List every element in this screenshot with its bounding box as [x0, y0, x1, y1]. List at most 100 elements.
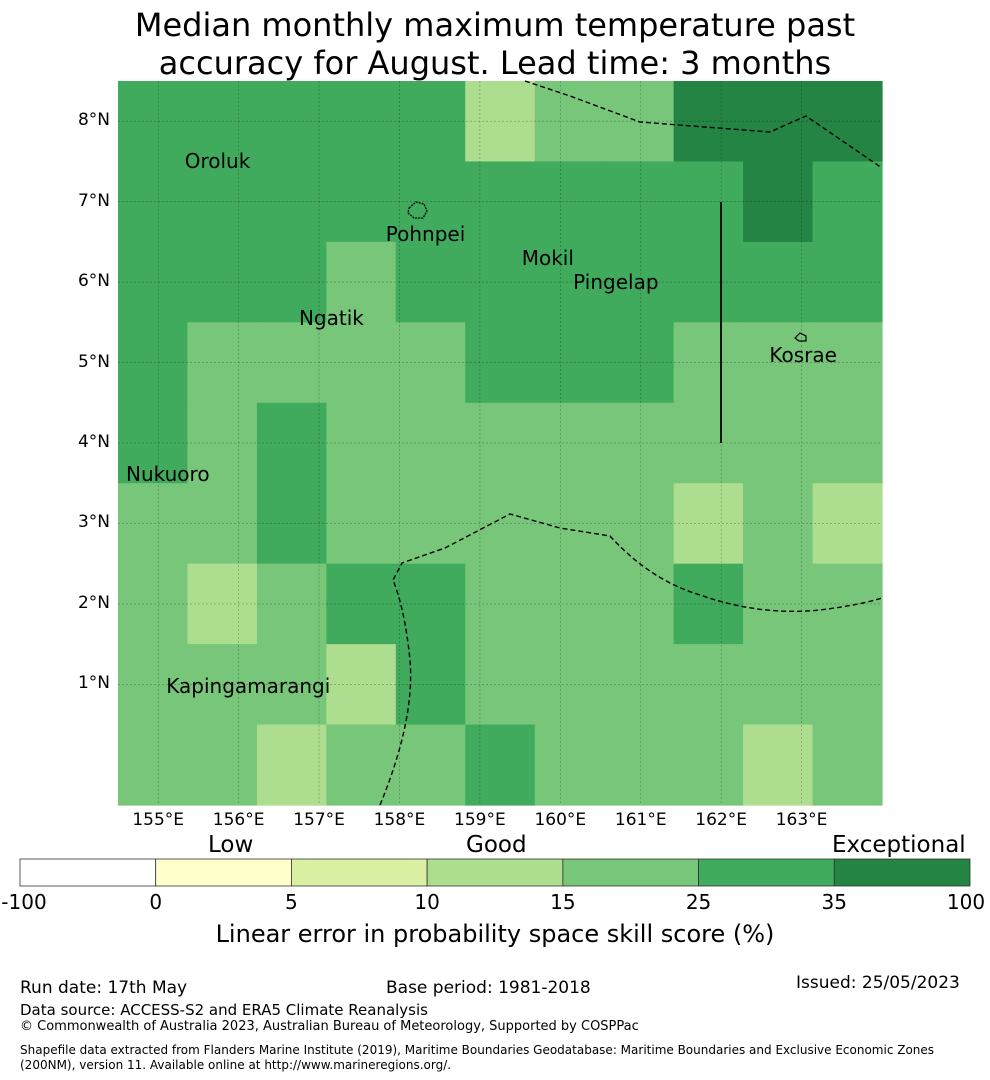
place-label: Pohnpei [385, 221, 466, 246]
longitude-tick-label: 162°E [695, 810, 747, 830]
grid-cell [743, 161, 814, 243]
grid-cell [395, 724, 466, 806]
legend-swatch [19, 858, 157, 887]
copyright: © Commonwealth of Australia 2023, Austra… [20, 1019, 639, 1034]
grid-cell [604, 644, 675, 726]
grid-cell [673, 322, 744, 404]
latitude-tick-label: 7°N [77, 190, 110, 211]
legend-tick: 100 [946, 890, 986, 914]
grid-cell [812, 644, 883, 726]
grid-cell [534, 563, 605, 645]
grid-cell [673, 644, 744, 726]
latitude-tick-label: 5°N [77, 351, 110, 372]
grid-cell [256, 724, 327, 806]
place-label: Ngatik [298, 306, 364, 331]
grid-cell [534, 724, 605, 806]
grid-cell [187, 724, 258, 806]
grid-cell [743, 402, 814, 484]
grid-cell [465, 402, 536, 484]
grid-cell [326, 161, 397, 243]
grid-cell [326, 322, 397, 404]
grid-cell [465, 563, 536, 645]
grid-cell [743, 322, 814, 404]
grid-cell [812, 483, 883, 565]
latitude-tick-label: 2°N [77, 592, 110, 613]
grid-cell [812, 402, 883, 484]
grid-cell [326, 402, 397, 484]
grid-cell [395, 81, 466, 163]
grid-cell [465, 161, 536, 243]
grid-cell [534, 483, 605, 565]
graticule [118, 81, 882, 805]
grid-cell [743, 644, 814, 726]
grid-cell [187, 81, 258, 163]
legend-swatch [698, 858, 835, 887]
grid-cell [673, 563, 744, 645]
grid-cell [118, 644, 189, 726]
grid-cell [812, 81, 883, 163]
eez-boundary-south [379, 513, 883, 806]
grid-cell [743, 483, 814, 565]
grid-cell [812, 161, 883, 243]
grid-cell [118, 724, 189, 806]
grid-cell [326, 483, 397, 565]
legend-tick: 15 [550, 890, 576, 914]
place-label: Oroluk [184, 149, 251, 174]
grid-cell [326, 724, 397, 806]
grid-cell [118, 81, 189, 163]
shapefile-credit: Shapefile data extracted from Flanders M… [20, 1043, 935, 1072]
grid-cell [812, 563, 883, 645]
grid-cell [256, 81, 327, 163]
eez-boundary-north [524, 80, 883, 169]
latitude-tick-label: 1°N [77, 673, 110, 694]
longitude-tick-label: 159°E [454, 810, 506, 830]
legend-tick: 25 [685, 890, 712, 914]
longitude-tick-label: 163°E [775, 810, 828, 830]
pohnpei-coastline [407, 201, 428, 219]
grid-cell [465, 81, 536, 163]
legend-tick: 0 [149, 890, 163, 914]
grid-cell [326, 81, 397, 163]
legend-category-good: Good [466, 832, 527, 858]
skill-score-grid [118, 81, 883, 806]
legend-tick: 35 [821, 890, 847, 914]
legend-tick: 10 [414, 890, 440, 914]
eez-boundaries [379, 80, 883, 806]
legend-swatch [291, 858, 428, 887]
grid-cell [465, 241, 536, 323]
grid-cell [118, 563, 189, 645]
grid-cell [187, 563, 258, 645]
grid-cell [118, 241, 189, 323]
grid-cell [395, 322, 466, 404]
latitude-tick-label: 4°N [77, 432, 110, 452]
longitude-tick-label: 156°E [212, 810, 265, 830]
place-label: Mokil [521, 245, 574, 270]
longitude-tick-label: 158°E [373, 810, 426, 830]
grid-cell [326, 563, 397, 645]
grid-cell [395, 483, 466, 565]
grid-cell [187, 322, 258, 404]
grid-cell [534, 644, 605, 726]
longitude-tick-label: 161°E [614, 810, 667, 830]
grid-cell [326, 644, 397, 726]
grid-cell [743, 563, 814, 645]
grid-cell [465, 322, 536, 404]
legend-swatch [833, 858, 971, 887]
grid-cell [395, 241, 466, 323]
longitude-tick-label: 160°E [534, 810, 587, 830]
legend-category-exceptional: Exceptional [832, 832, 966, 858]
place-label: Pingelap [573, 270, 659, 295]
grid-cell [187, 644, 258, 726]
grid-cell [326, 241, 397, 323]
legend-title: Linear error in probability space skill … [215, 920, 775, 948]
place-label: Nukuoro [126, 461, 210, 486]
map-title: Median monthly maximum temperature past … [0, 6, 990, 82]
grid-cell [256, 241, 327, 323]
grid-cell [256, 161, 327, 243]
issued-date: Issued: 25/05/2023 [796, 973, 960, 993]
grid-cell [604, 161, 675, 243]
grid-cell [465, 724, 536, 806]
grid-cell [673, 483, 744, 565]
grid-cell [812, 241, 883, 323]
